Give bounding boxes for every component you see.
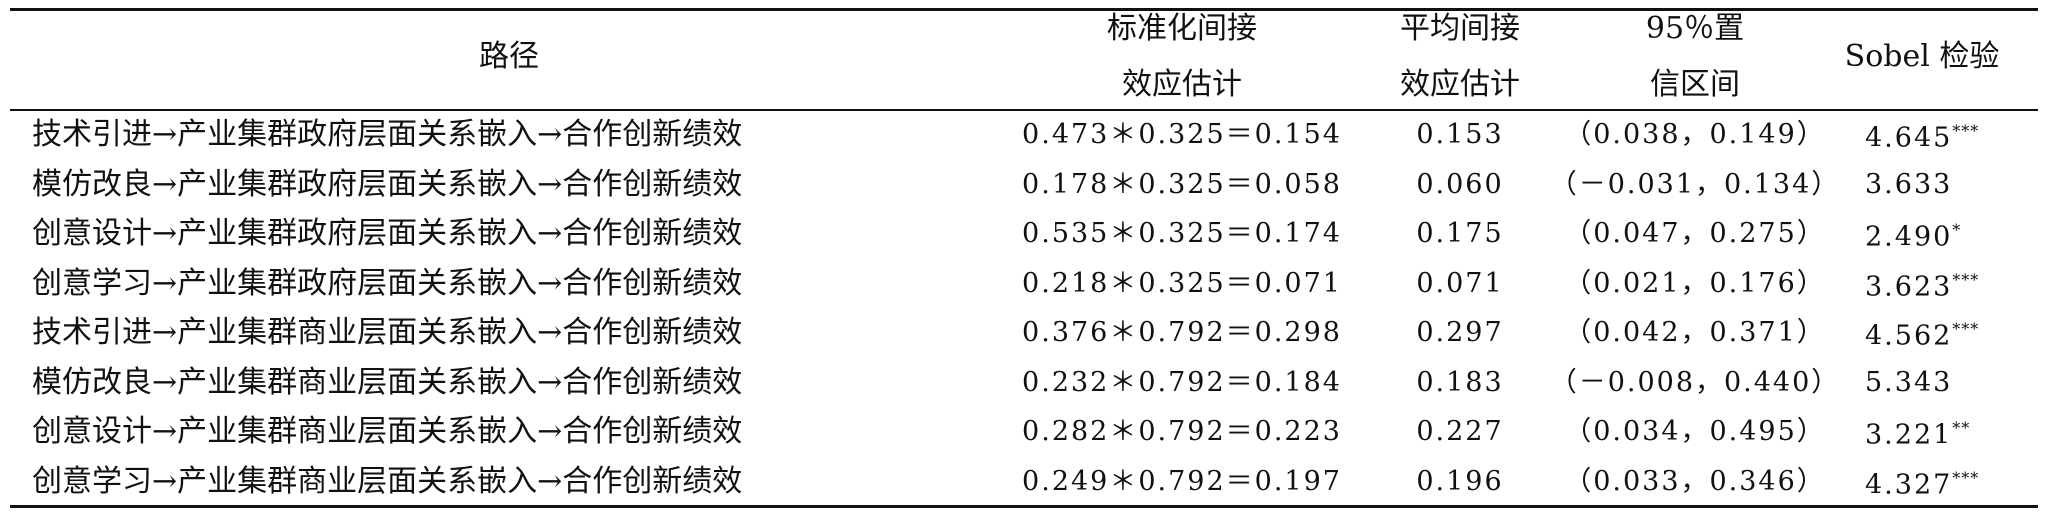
sobel-cell: 3.623***: [1865, 263, 1979, 304]
path-cell: 模仿改良→产业集群商业层面关系嵌入→合作创新绩效: [32, 364, 743, 400]
header-cell: 路径: [479, 39, 539, 74]
significance: ***: [1952, 319, 1980, 339]
value-cell: 0.227: [1416, 416, 1504, 447]
sobel-value: 2.490: [1865, 221, 1953, 253]
value-cell: 0.249＊0.792＝0.197: [1022, 465, 1342, 497]
header-cell: 效应估计: [1122, 67, 1242, 102]
value-cell: （0.038，0.149）: [1564, 119, 1826, 150]
path-cell: 技术引进→产业集群政府层面关系嵌入→合作创新绩效: [32, 117, 743, 152]
path-cell: 技术引进→产业集群商业层面关系嵌入→合作创新绩效: [32, 315, 743, 350]
path-cell: 创意学习→产业集群政府层面关系嵌入→合作创新绩效: [32, 265, 743, 301]
header-rule: [10, 109, 2038, 111]
value-cell: 0.232＊0.792＝0.184: [1022, 366, 1342, 398]
value-cell: （0.042，0.371）: [1564, 317, 1826, 348]
sobel-cell: 5.343: [1865, 366, 1952, 400]
sobel-value: 3.623: [1865, 271, 1953, 302]
header-cell: 标准化间接: [1107, 11, 1257, 46]
significance: ***: [1952, 270, 1980, 289]
value-cell: （－0.031，0.134）: [1549, 168, 1841, 200]
significance: *: [1952, 220, 1962, 240]
sobel-value: 4.327: [1865, 469, 1953, 500]
value-cell: （－0.008，0.440）: [1549, 366, 1841, 398]
value-cell: （0.047，0.275）: [1564, 218, 1826, 249]
value-cell: 0.153: [1416, 119, 1504, 150]
sobel-value: 4.562: [1865, 320, 1953, 352]
top-rule: [10, 8, 2038, 11]
header-cell: Sobel 检验: [1844, 39, 2000, 74]
header-cell: 平均间接: [1400, 11, 1520, 46]
value-cell: 0.183: [1416, 366, 1504, 398]
path-cell: 创意设计→产业集群商业层面关系嵌入→合作创新绩效: [32, 414, 743, 449]
value-cell: （0.033，0.346）: [1564, 465, 1826, 497]
sobel-cell: 3.221**: [1865, 412, 1970, 453]
header-cell: 效应估计: [1400, 67, 1520, 102]
sobel-value: 3.633: [1865, 168, 1953, 200]
sobel-value: 3.221: [1865, 419, 1953, 451]
value-cell: 0.282＊0.792＝0.223: [1022, 416, 1342, 447]
sobel-value: 5.343: [1865, 366, 1953, 398]
significance: ***: [1952, 468, 1980, 487]
value-cell: 0.060: [1416, 168, 1504, 200]
path-cell: 模仿改良→产业集群政府层面关系嵌入→合作创新绩效: [32, 166, 743, 202]
sobel-cell: 2.490*: [1865, 214, 1961, 255]
value-cell: 0.071: [1416, 267, 1504, 299]
sobel-value: 4.645: [1865, 122, 1953, 154]
path-cell: 创意学习→产业集群商业层面关系嵌入→合作创新绩效: [32, 463, 743, 499]
value-cell: （0.034，0.495）: [1564, 416, 1826, 447]
header-cell: 信区间: [1650, 67, 1740, 102]
value-cell: 0.535＊0.325＝0.174: [1022, 218, 1342, 249]
value-cell: 0.218＊0.325＝0.071: [1022, 267, 1342, 299]
value-cell: 0.178＊0.325＝0.058: [1022, 168, 1342, 200]
value-cell: 0.473＊0.325＝0.154: [1022, 119, 1342, 150]
header-cell: 95％置: [1645, 11, 1745, 46]
value-cell: 0.376＊0.792＝0.298: [1022, 317, 1342, 348]
bottom-rule: [10, 505, 2038, 508]
sobel-cell: 4.562***: [1865, 313, 1979, 354]
value-cell: 0.297: [1416, 317, 1504, 348]
path-cell: 创意设计→产业集群政府层面关系嵌入→合作创新绩效: [32, 216, 743, 251]
significance: **: [1952, 418, 1971, 438]
value-cell: （0.021，0.176）: [1564, 267, 1826, 299]
sobel-cell: 4.327***: [1865, 461, 1979, 502]
value-cell: 0.196: [1416, 465, 1504, 497]
value-cell: 0.175: [1416, 218, 1504, 249]
sobel-cell: 3.633: [1865, 168, 1952, 202]
sobel-cell: 4.645***: [1865, 115, 1979, 156]
significance: ***: [1952, 121, 1980, 141]
